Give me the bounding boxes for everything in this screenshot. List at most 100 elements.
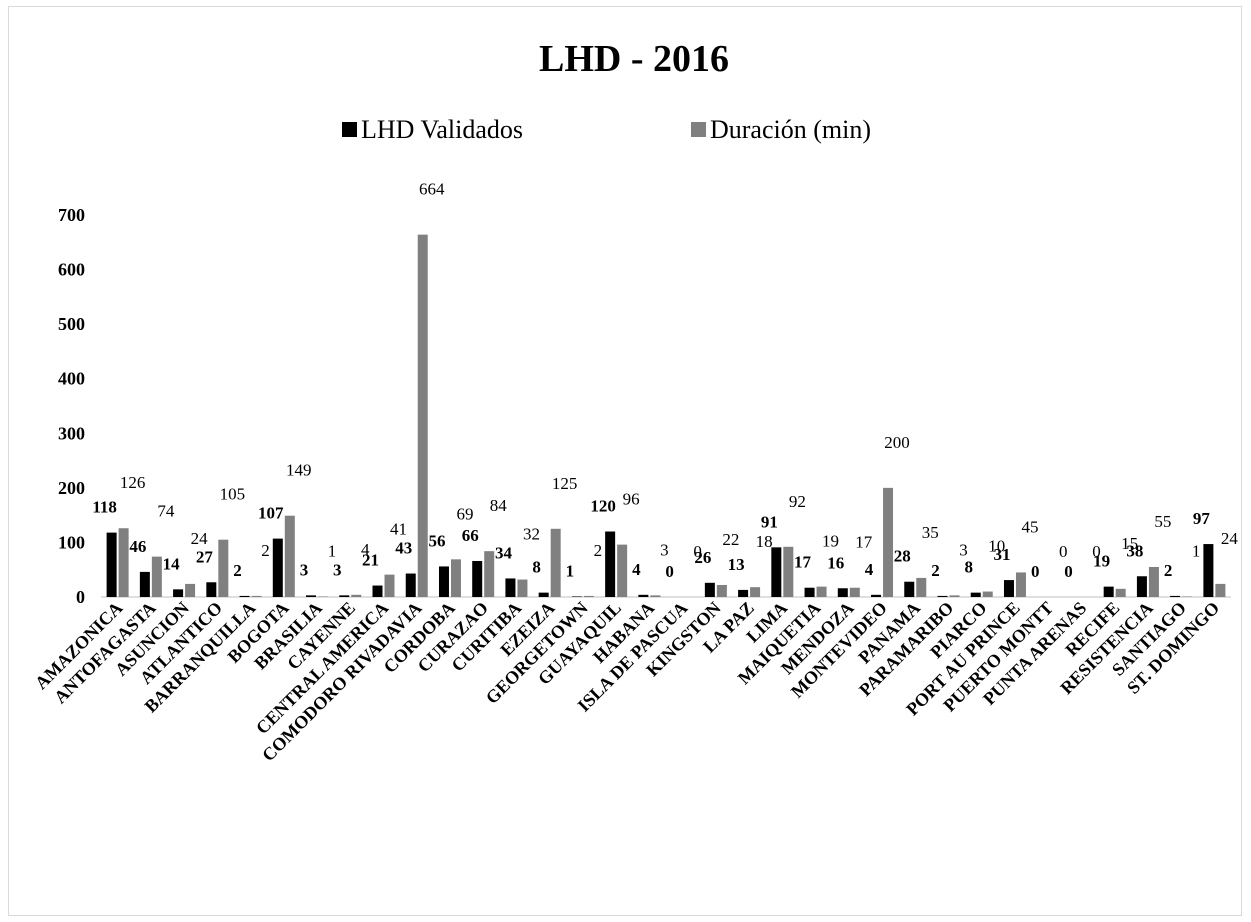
bar-lhd-validados-santiago <box>1170 595 1181 597</box>
y-tick-label: 700 <box>58 205 85 225</box>
bar-duracion-maiquetia <box>816 586 827 597</box>
data-label-lhd-validados: 3 <box>333 560 342 579</box>
data-label-duracion: 0 <box>1092 542 1101 561</box>
bar-lhd-validados-bogota <box>272 538 283 597</box>
data-label-lhd-validados: 118 <box>92 498 117 517</box>
data-label-duracion: 55 <box>1154 512 1171 531</box>
bar-lhd-validados-habana <box>638 594 649 597</box>
data-label-lhd-validados: 21 <box>362 551 379 570</box>
data-label-lhd-validados: 8 <box>532 558 541 577</box>
bar-duracion-antofagasta <box>151 556 162 597</box>
bar-duracion-panama <box>916 577 927 597</box>
bar-lhd-validados-brasilia <box>306 595 317 597</box>
y-tick-label: 0 <box>76 587 85 607</box>
data-label-duracion: 3 <box>959 540 968 559</box>
data-label-duracion: 35 <box>922 523 939 542</box>
data-label-duracion: 125 <box>552 474 578 493</box>
bar-duracion-barranquilla <box>251 595 262 597</box>
y-tick-label: 200 <box>58 478 85 498</box>
data-label-duracion: 18 <box>756 532 773 551</box>
bar-duracion-la-paz <box>750 587 761 597</box>
bar-duracion-piarco <box>982 591 993 597</box>
legend-label-duracion: Duración (min) <box>710 115 871 144</box>
data-label-duracion: 45 <box>1021 517 1038 536</box>
data-label-lhd-validados: 28 <box>894 547 911 566</box>
data-label-duracion: 74 <box>157 502 175 521</box>
bar-lhd-validados-kingston <box>704 582 715 597</box>
bar-lhd-validados-lima <box>771 547 782 597</box>
y-tick-label: 600 <box>58 260 85 280</box>
data-label-lhd-validados: 26 <box>694 548 711 567</box>
data-label-lhd-validados: 91 <box>761 512 778 531</box>
legend-swatch-lhd-validados <box>342 122 357 137</box>
bar-lhd-validados-curitiba <box>505 578 516 597</box>
data-label-lhd-validados: 0 <box>1031 562 1040 581</box>
data-label-duracion: 149 <box>286 461 312 480</box>
bar-duracion-comodoro-rivadavia <box>417 234 428 597</box>
data-label-lhd-validados: 3 <box>300 560 309 579</box>
bar-lhd-validados-asuncion <box>173 589 184 597</box>
data-label-lhd-validados: 4 <box>632 560 641 579</box>
bar-lhd-validados-cayenne <box>339 595 350 597</box>
data-label-duracion: 126 <box>120 473 146 492</box>
data-label-lhd-validados: 38 <box>1126 541 1143 560</box>
x-axis: AMAZONICAANTOFAGASTAASUNCIONATLANTICOBAR… <box>31 598 1223 765</box>
bar-lhd-validados-georgetown <box>571 596 582 597</box>
data-label-duracion: 15 <box>1121 534 1138 553</box>
data-label-duracion: 1 <box>328 541 337 560</box>
data-label-duracion: 69 <box>456 504 473 523</box>
legend-swatch-duracion <box>691 122 706 137</box>
data-label-lhd-validados: 43 <box>395 539 412 558</box>
data-label-duracion: 2 <box>261 541 270 560</box>
bar-duracion-brasilia <box>318 596 329 597</box>
data-labels: 1181264674142427105221071493134214143664… <box>92 180 1238 581</box>
y-axis: 0 100 200 300 400 500 600 700 <box>58 205 85 607</box>
data-label-lhd-validados: 56 <box>428 531 445 550</box>
bar-duracion-lima <box>783 546 794 597</box>
bar-duracion-resistencia <box>1148 566 1159 597</box>
data-label-duracion: 84 <box>490 496 508 515</box>
data-label-duracion: 32 <box>523 525 540 544</box>
data-label-lhd-validados: 46 <box>129 537 146 556</box>
data-label-lhd-validados: 66 <box>462 526 479 545</box>
data-label-duracion: 96 <box>623 490 640 509</box>
bar-duracion-santiago <box>1182 596 1193 597</box>
bar-lhd-validados-antofagasta <box>139 571 150 597</box>
data-label-lhd-validados: 13 <box>728 555 745 574</box>
bars <box>106 234 1226 597</box>
data-label-duracion: 1 <box>1192 541 1201 560</box>
y-tick-label: 500 <box>58 314 85 334</box>
data-label-duracion: 41 <box>390 520 407 539</box>
data-label-duracion: 24 <box>1221 529 1239 548</box>
bar-lhd-validados-resistencia <box>1136 576 1147 597</box>
bar-lhd-validados-paramaribo <box>937 595 948 597</box>
bar-lhd-validados-port-au-prince <box>1003 580 1014 597</box>
bar-duracion-curitiba <box>517 579 528 597</box>
bar-duracion-port-au-prince <box>1015 572 1026 597</box>
data-label-lhd-validados: 2 <box>1164 561 1173 580</box>
y-tick-label: 100 <box>58 532 85 552</box>
bar-duracion-bogota <box>284 515 295 597</box>
bar-duracion-amazonica <box>118 528 129 597</box>
bar-duracion-habana <box>650 595 661 597</box>
bar-duracion-kingston <box>716 584 727 597</box>
legend-label-lhd-validados: LHD Validados <box>361 115 523 144</box>
chart-title: LHD - 2016 <box>539 38 729 80</box>
data-label-lhd-validados: 2 <box>233 561 242 580</box>
bar-lhd-validados-mendoza <box>837 588 848 597</box>
bar-lhd-validados-ezeiza <box>538 592 549 597</box>
data-label-lhd-validados: 19 <box>1093 552 1110 571</box>
chart-frame: LHD - 2016 LHD Validados Duración (min) … <box>8 6 1242 916</box>
data-label-lhd-validados: 107 <box>258 504 284 523</box>
bar-lhd-validados-montevideo <box>871 594 882 597</box>
data-label-lhd-validados: 1 <box>566 561 575 580</box>
bar-lhd-validados-st-domingo <box>1203 544 1214 597</box>
data-label-duracion: 200 <box>884 433 910 452</box>
data-label-duracion: 105 <box>220 485 246 504</box>
data-label-duracion: 2 <box>594 541 603 560</box>
bar-duracion-guayaquil <box>617 544 628 597</box>
bar-lhd-validados-cordoba <box>438 566 449 597</box>
bar-lhd-validados-comodoro-rivadavia <box>405 573 416 597</box>
bar-lhd-validados-amazonica <box>106 532 117 597</box>
data-label-lhd-validados: 31 <box>993 545 1010 564</box>
